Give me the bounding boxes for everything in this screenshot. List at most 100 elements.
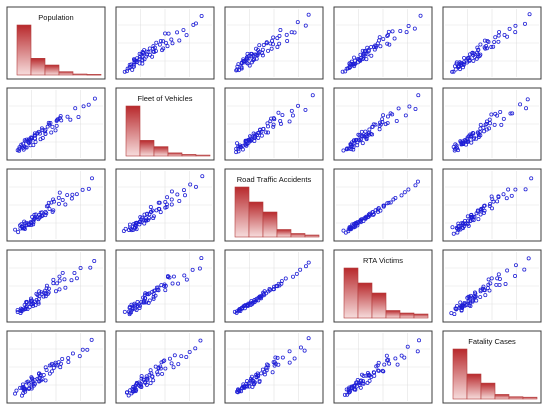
scatter-point: [485, 46, 489, 51]
scatter-point: [133, 220, 138, 225]
scatter-point: [36, 301, 41, 306]
scatter-point: [19, 144, 24, 149]
scatter-point: [496, 39, 501, 44]
scatter-point: [125, 390, 130, 395]
scatter-point: [399, 193, 404, 198]
scatter-point: [456, 64, 461, 69]
scatter-point: [356, 132, 361, 137]
scatter-point: [343, 69, 348, 74]
scatter-point: [480, 286, 485, 291]
scatter-point: [260, 47, 265, 52]
scatter-point: [80, 187, 85, 192]
histogram-bar: [522, 396, 538, 400]
scatter-point: [144, 374, 149, 379]
scatter-point: [374, 43, 379, 48]
scatter-point: [161, 39, 166, 44]
scatter-point: [131, 62, 136, 67]
scatter-point: [406, 24, 411, 28]
scatter-point: [415, 349, 420, 354]
scatter-point: [137, 222, 142, 227]
matrix-cell-2-0: [6, 168, 106, 242]
scatter-point: [137, 305, 142, 310]
scatter-point: [475, 208, 480, 213]
scatter-point: [376, 360, 381, 365]
scatter-point: [257, 130, 262, 135]
scatter-point: [193, 184, 198, 189]
matrix-cell-3-0: [6, 249, 106, 323]
scatter-point: [349, 59, 354, 64]
scatter-point: [268, 119, 273, 124]
scatter-point: [144, 54, 149, 59]
scatter-point: [24, 303, 29, 308]
scatter-point: [47, 206, 52, 211]
scatter-point: [465, 295, 470, 300]
scatter-point: [72, 271, 77, 275]
scatter-point: [128, 225, 133, 230]
scatter-point: [162, 282, 167, 287]
scatter-point: [358, 137, 363, 142]
histogram-bar: [125, 105, 141, 157]
scatter-point: [513, 30, 518, 35]
scatter-point: [478, 287, 483, 292]
scatter-point: [18, 385, 23, 390]
scatter-point: [249, 135, 254, 140]
scatter-point: [133, 303, 138, 308]
scatter-point: [351, 145, 356, 150]
scatter-point: [355, 143, 360, 148]
scatter-point: [57, 274, 62, 279]
scatter-point: [22, 138, 27, 143]
scatter-point: [134, 227, 139, 232]
scatter-point: [303, 264, 308, 269]
matrix-cell-4-3: [333, 330, 433, 404]
scatter-point: [402, 190, 407, 195]
scatter-point: [378, 44, 383, 49]
scatter-point: [475, 45, 480, 50]
scatter-point: [497, 282, 502, 287]
scatter-point: [54, 123, 59, 128]
matrix-cell-0-0: Population: [6, 6, 106, 80]
scatter-point: [43, 291, 48, 296]
scatter-point: [57, 190, 62, 195]
scatter-point: [159, 360, 164, 365]
scatter-point: [479, 207, 484, 212]
scatter-point: [155, 372, 160, 377]
scatter-point: [13, 391, 17, 396]
scatter-point: [32, 133, 37, 138]
histogram-bar: [385, 310, 401, 319]
scatter-point: [161, 46, 166, 51]
scatter-point: [145, 211, 150, 216]
scatter-point: [237, 389, 242, 394]
scatter-point: [489, 276, 494, 281]
scatter-point: [151, 292, 156, 297]
scatter-point: [182, 273, 187, 278]
scatter-point: [385, 114, 390, 119]
scatter-point: [478, 122, 483, 127]
scatter-point: [524, 106, 529, 111]
scatter-point: [128, 388, 133, 393]
scatter-point: [35, 131, 40, 136]
scatter-point: [23, 389, 28, 394]
scatter-point: [141, 377, 146, 382]
scatter-point: [132, 388, 137, 393]
scatter-point: [259, 296, 264, 301]
scatter-point: [232, 309, 237, 314]
scatter-point: [170, 41, 175, 46]
scatter-point: [280, 355, 285, 360]
scatter-point: [132, 58, 137, 63]
scatter-point: [269, 116, 274, 121]
scatter-point: [466, 300, 471, 305]
scatter-point: [481, 125, 486, 130]
scatter-point: [13, 227, 18, 232]
scatter-point: [78, 265, 83, 270]
histogram-bar: [72, 73, 88, 76]
scatter-point: [146, 217, 151, 222]
histogram-bar: [153, 146, 169, 157]
matrix-cell-3-1: [115, 249, 215, 323]
histogram-bar: [234, 186, 250, 238]
scatter-point: [130, 304, 135, 309]
scatter-point: [77, 354, 82, 359]
scatter-point: [278, 28, 283, 32]
scatter-point: [240, 147, 245, 152]
matrix-cell-1-0: [6, 87, 106, 161]
